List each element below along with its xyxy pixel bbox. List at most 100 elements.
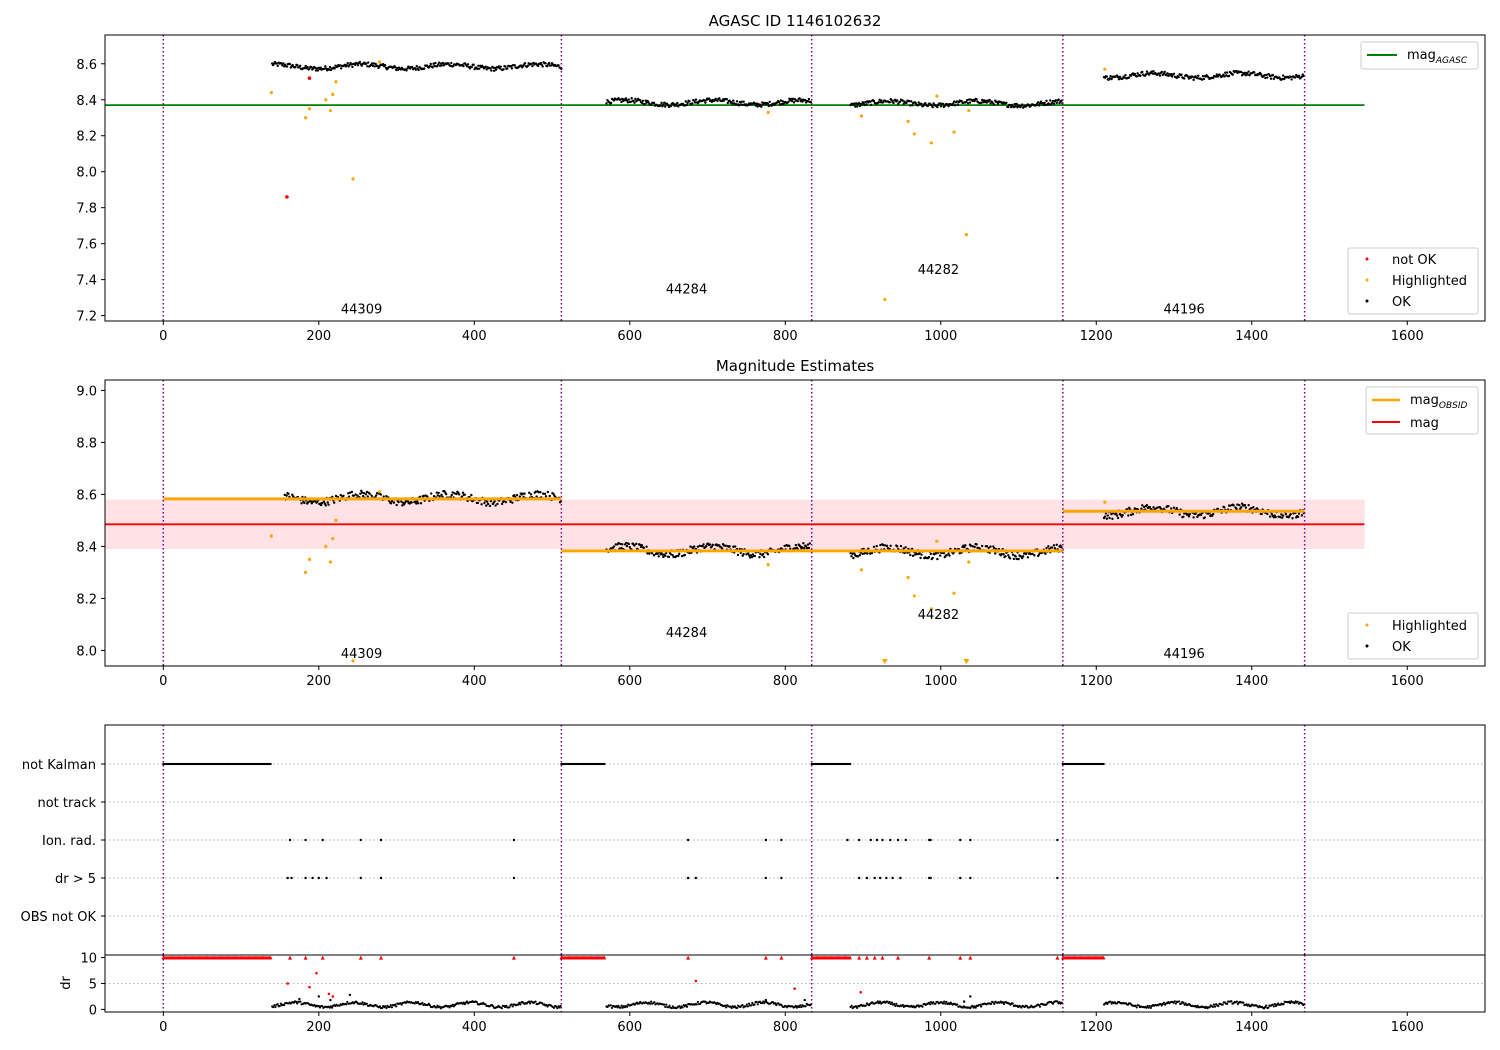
ok-point (692, 545, 696, 548)
dr-point (1162, 1001, 1166, 1004)
ok-point (303, 66, 307, 70)
dr-point (1135, 1006, 1138, 1009)
ok-point (548, 494, 551, 498)
capped-dr-marker (268, 955, 273, 960)
dr-point (850, 1004, 853, 1007)
legend-bottom-right: not OK Highlighted OK (1347, 247, 1479, 315)
dr-point (993, 1002, 996, 1005)
legend-ok-2: OK (1392, 640, 1411, 655)
dr-point (1289, 1001, 1292, 1005)
dr-point (385, 1006, 388, 1010)
ok-point (857, 102, 861, 105)
flag-point (857, 838, 861, 842)
ok-point (1222, 73, 1225, 76)
highlighted-point (859, 568, 864, 572)
dr-point (361, 1001, 364, 1004)
capped-dr-marker (288, 955, 293, 960)
ok-point (1177, 75, 1180, 79)
dr-point (1020, 1006, 1023, 1009)
x-tick-label: 0 (159, 329, 167, 344)
ok-point (1246, 73, 1249, 76)
ok-point (625, 544, 629, 548)
ok-point (375, 492, 379, 495)
ok-point (909, 553, 912, 557)
ok-point (731, 102, 734, 105)
ok-point (710, 100, 714, 104)
dr-point (510, 1003, 513, 1006)
ok-point (1060, 99, 1063, 102)
ok-point (478, 67, 481, 70)
ok-point (1117, 78, 1121, 81)
dr-point (617, 1004, 620, 1007)
dr-point (317, 995, 321, 998)
ok-point (883, 544, 887, 547)
dr-point (877, 1002, 880, 1005)
dr-point (609, 1004, 612, 1007)
ok-point (1247, 503, 1250, 507)
ok-point (451, 491, 454, 494)
ok-point (432, 62, 435, 65)
ok-point (1253, 71, 1256, 74)
ok-point (1244, 506, 1248, 509)
ok-point (880, 99, 883, 102)
ok-point (444, 492, 448, 496)
ok-point (531, 64, 534, 68)
ok-point (1235, 507, 1238, 511)
dr-point (747, 1002, 751, 1005)
ok-point (620, 546, 623, 550)
ok-point (683, 104, 687, 107)
ok-point (557, 64, 560, 67)
flag-point (686, 876, 690, 880)
ok-point (1012, 105, 1016, 109)
ok-point (640, 101, 644, 105)
ok-point (1183, 77, 1186, 80)
ok-point (654, 552, 658, 556)
x-tick-label: 1000 (924, 674, 957, 689)
ok-point (770, 104, 773, 107)
y-tick-label: 8.4 (76, 94, 97, 109)
ok-point (1165, 74, 1168, 77)
ok-point (313, 66, 317, 70)
dr-point (901, 1003, 904, 1007)
legend-top-right-2: magOBSID mag (1365, 386, 1479, 435)
flag-point (878, 876, 882, 880)
ok-point (541, 65, 544, 68)
flag-point (846, 838, 849, 842)
dr-point (803, 998, 806, 1002)
ok-point (966, 102, 970, 105)
dr-point (921, 1005, 924, 1008)
ok-point (980, 98, 984, 102)
ok-point (410, 65, 414, 69)
ok-point (745, 553, 748, 556)
dr-point (283, 1003, 286, 1007)
ok-point (463, 493, 467, 496)
ok-point (703, 99, 706, 102)
ok-point (995, 100, 999, 103)
ok-point (1281, 77, 1284, 81)
dr-point (295, 1000, 298, 1003)
ok-point (783, 544, 786, 548)
dr-point (876, 1000, 879, 1003)
highlighted-point (377, 60, 382, 64)
dr-point (552, 1006, 556, 1009)
flag-label: OBS not OK (21, 910, 97, 925)
ok-point (285, 494, 288, 497)
ok-point (405, 69, 408, 72)
ok-point (1274, 515, 1277, 519)
ok-point (433, 64, 436, 68)
ok-point (339, 64, 342, 67)
dr-panel: dr 0 200 400 600 800 1000 1200 1400 1600 0 5 10 (59, 952, 1486, 1035)
dr-point (1296, 1000, 1299, 1003)
dr-point (1172, 1001, 1175, 1004)
ok-point (351, 65, 354, 69)
highlighted-point (377, 490, 382, 494)
ok-point (971, 545, 975, 548)
ok-point (348, 63, 351, 67)
flag-point (603, 762, 606, 766)
dr-point (606, 1005, 609, 1009)
dr-point (1235, 1000, 1238, 1003)
dr-point (1109, 1000, 1112, 1003)
dr-point (1217, 1004, 1220, 1008)
dr-point (1001, 1001, 1005, 1004)
flag-point (780, 876, 783, 880)
